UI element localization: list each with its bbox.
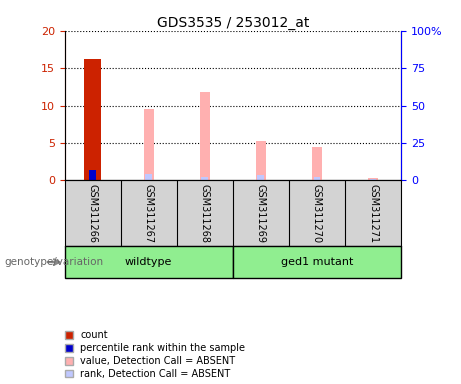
Bar <box>370 179 376 180</box>
Text: ged1 mutant: ged1 mutant <box>281 257 353 267</box>
Bar <box>84 59 101 180</box>
Text: GSM311269: GSM311269 <box>256 184 266 243</box>
Text: GSM311271: GSM311271 <box>368 184 378 243</box>
Bar <box>89 170 96 180</box>
Bar <box>258 175 264 180</box>
Bar <box>368 178 378 180</box>
Text: GSM311268: GSM311268 <box>200 184 210 243</box>
Text: genotype/variation: genotype/variation <box>5 257 104 267</box>
Bar <box>200 92 210 180</box>
Bar <box>145 174 152 180</box>
Bar <box>65 246 233 278</box>
Bar <box>256 141 266 180</box>
Text: GSM311266: GSM311266 <box>88 184 98 243</box>
Bar <box>233 246 401 278</box>
Bar <box>144 109 154 180</box>
Bar <box>201 177 208 180</box>
Text: wildtype: wildtype <box>125 257 172 267</box>
Bar <box>312 147 322 180</box>
Bar <box>313 177 320 180</box>
Text: GSM311267: GSM311267 <box>144 184 154 243</box>
Title: GDS3535 / 253012_at: GDS3535 / 253012_at <box>157 16 309 30</box>
Text: GSM311270: GSM311270 <box>312 184 322 243</box>
Legend: count, percentile rank within the sample, value, Detection Call = ABSENT, rank, : count, percentile rank within the sample… <box>65 330 245 379</box>
